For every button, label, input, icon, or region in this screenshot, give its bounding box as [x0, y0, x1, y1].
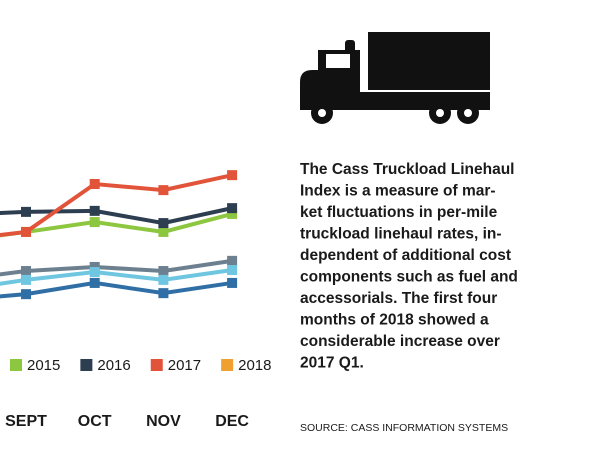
point	[21, 206, 31, 217]
legend-label: 2015	[27, 357, 60, 374]
point	[89, 267, 100, 278]
body-line: Index is a measure of mar-	[300, 183, 496, 200]
point	[89, 205, 100, 216]
point	[227, 265, 238, 276]
point	[89, 179, 100, 189]
body-line: The Cass Truckload Linehaul	[300, 161, 514, 178]
legend-swatch	[10, 359, 22, 371]
point	[158, 274, 169, 285]
series-line	[0, 206, 233, 226]
body-line: 2017 Q1.	[300, 355, 364, 372]
body-line: components such as fuel and	[300, 269, 518, 286]
series-line	[0, 280, 233, 299]
legend-label: 2017	[168, 357, 201, 374]
body-line: months of 2018 showed a	[300, 312, 489, 329]
body-line: ket fluctuations in per-mile	[300, 204, 498, 221]
point	[158, 266, 169, 277]
point	[158, 185, 169, 196]
point	[158, 218, 169, 229]
point	[89, 217, 100, 228]
body-line: considerable increase over	[300, 333, 500, 350]
body-line: truckload linehaul rates, in-	[300, 226, 502, 243]
legend-swatch	[221, 359, 234, 371]
point	[89, 277, 100, 288]
x-tick-label: OCT	[78, 413, 112, 430]
point	[227, 255, 238, 266]
point	[21, 266, 31, 277]
legend-label: 2018	[238, 357, 271, 374]
legend-swatch	[80, 359, 93, 371]
point	[227, 208, 238, 219]
x-tick-label: DEC	[215, 413, 249, 430]
truck-icon	[300, 32, 490, 124]
legend-swatch	[150, 359, 163, 371]
legend-label: 2016	[97, 357, 130, 374]
x-tick-label: SEPT	[5, 413, 47, 430]
point	[21, 274, 31, 285]
x-tick-label: NOV	[146, 413, 181, 430]
source: SOURCE: CASS INFORMATION SYSTEMS	[300, 422, 508, 434]
point	[158, 288, 169, 299]
point	[158, 226, 169, 237]
point	[227, 170, 238, 181]
point	[21, 226, 31, 237]
point	[21, 289, 31, 300]
point	[89, 261, 100, 272]
body-line: accessorials. The first four	[300, 290, 497, 307]
point	[227, 203, 238, 214]
point	[227, 277, 238, 288]
body-line: dependent of additional cost	[300, 247, 511, 264]
